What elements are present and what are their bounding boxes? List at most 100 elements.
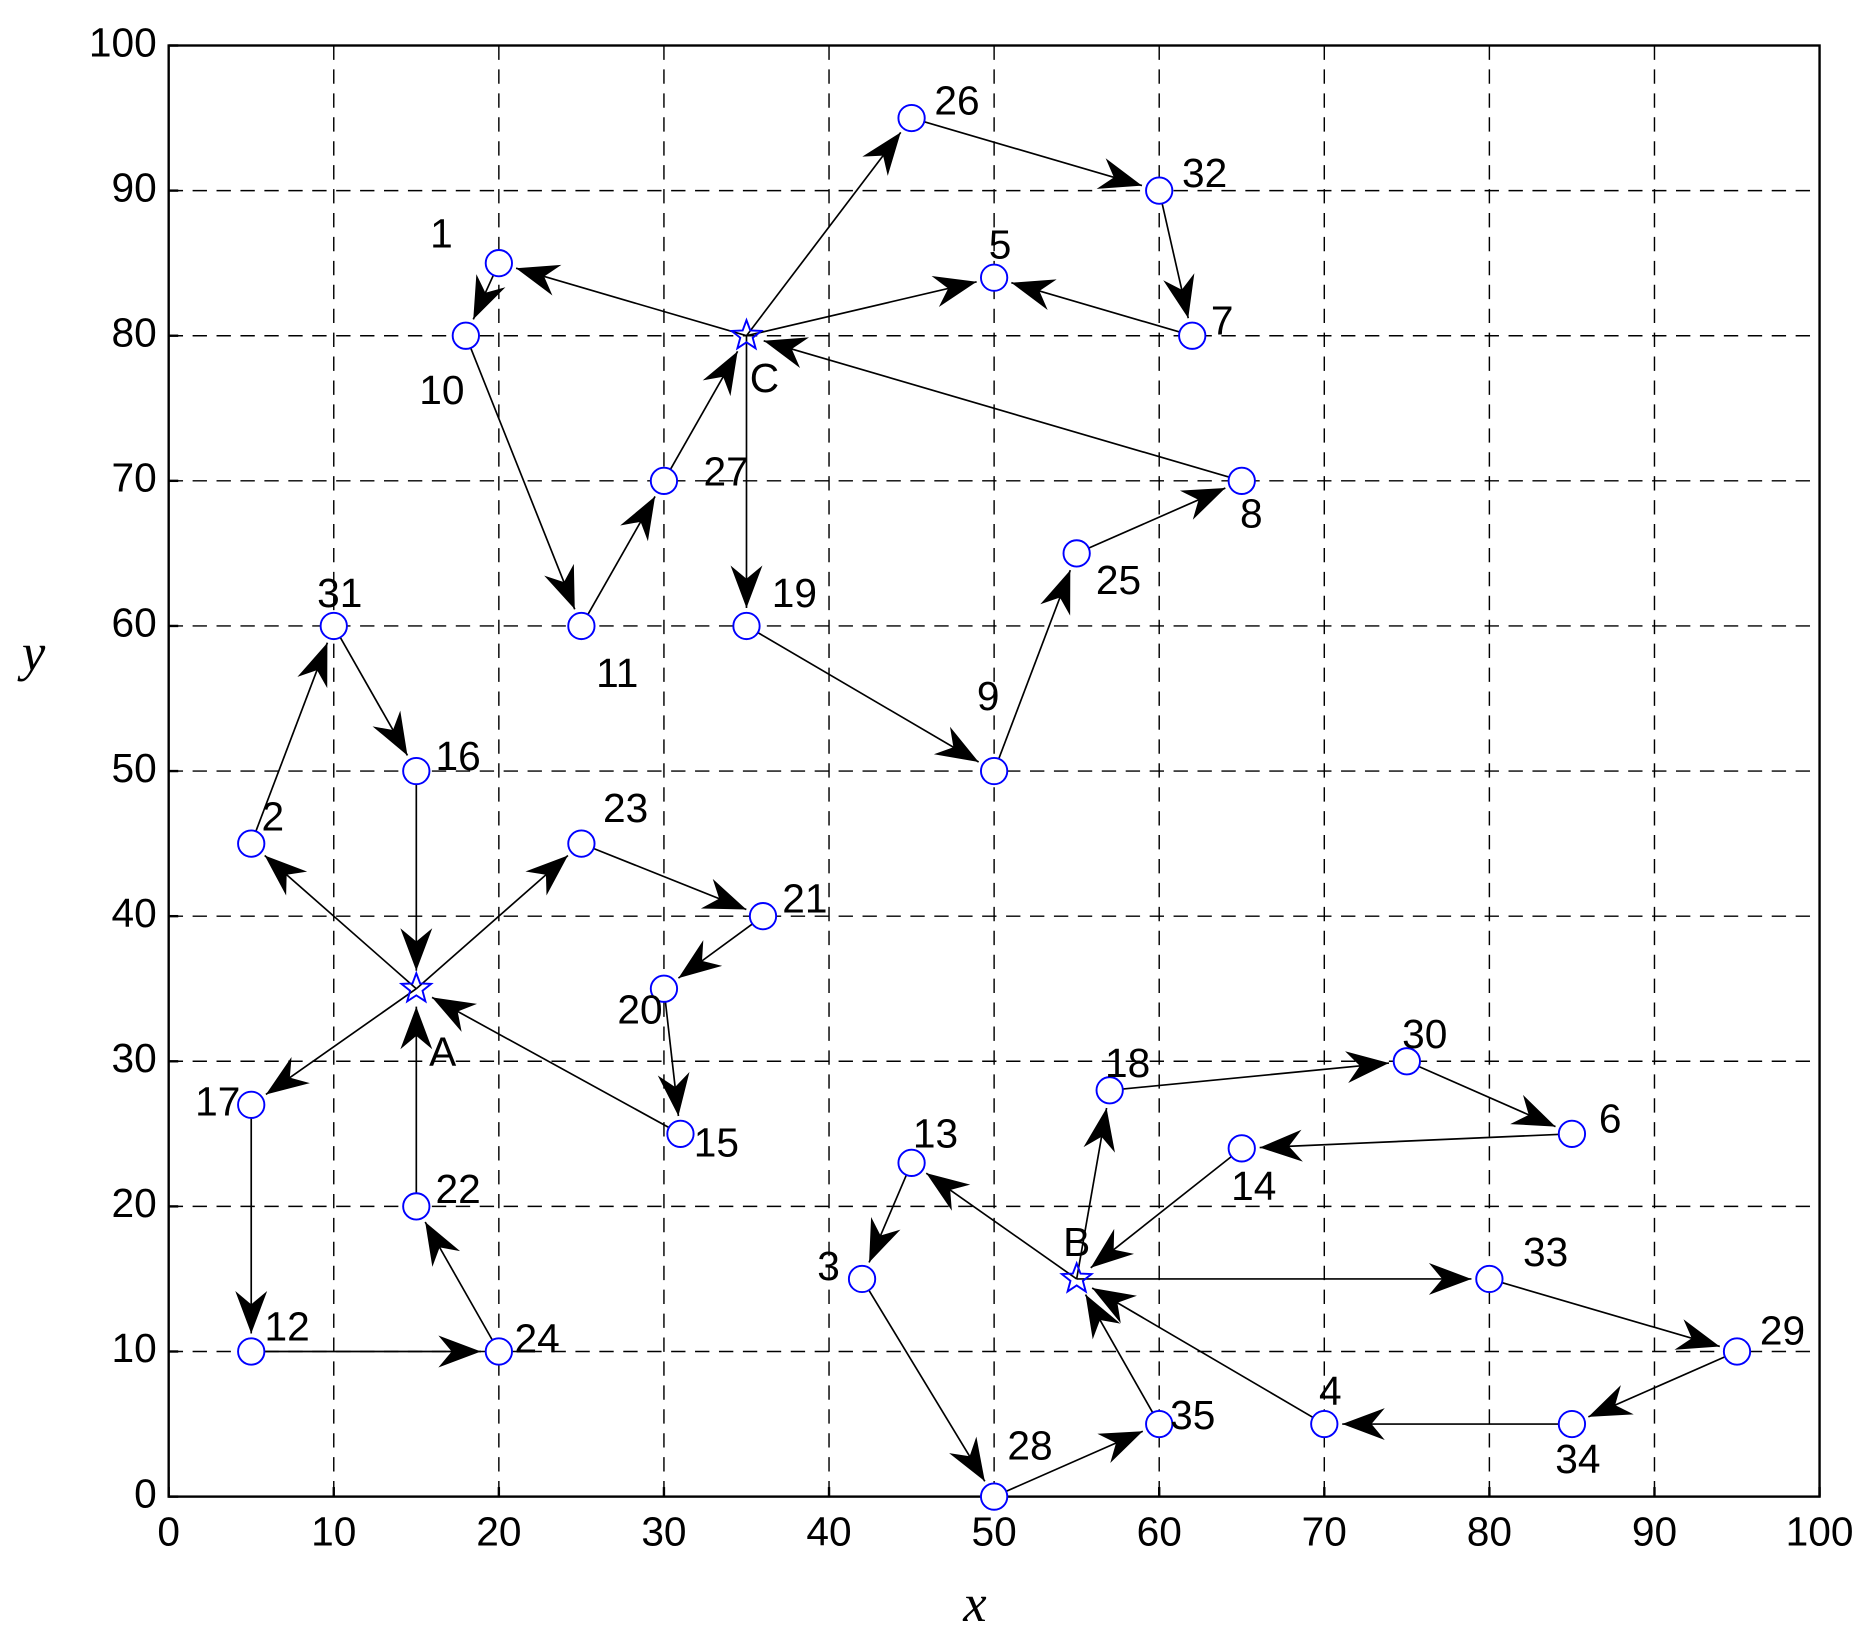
node-label: 24 (515, 1316, 560, 1362)
node-marker (980, 1482, 1009, 1511)
node-marker (237, 829, 266, 858)
route-arrow (1588, 1350, 1738, 1418)
node-marker (666, 1119, 695, 1148)
node-marker (1062, 539, 1091, 568)
y-tick-label: 80 (111, 309, 156, 355)
x-tick-label: 10 (311, 1509, 356, 1555)
y-tick-label: 70 (111, 455, 156, 501)
route-arrow (677, 915, 764, 979)
route-arrow (746, 625, 980, 763)
node-label: 13 (913, 1110, 958, 1156)
node-label: 18 (1105, 1040, 1150, 1086)
x-tick-label: 0 (157, 1509, 180, 1555)
node-label: 34 (1555, 1436, 1600, 1482)
route-arrow (745, 131, 902, 337)
node-marker (451, 321, 480, 350)
route-arrow (1075, 1107, 1115, 1280)
node-marker (484, 1337, 513, 1366)
route-arrow (265, 988, 417, 1096)
x-tick-label: 90 (1632, 1509, 1677, 1555)
node-label: 25 (1096, 557, 1141, 603)
node-marker (402, 756, 431, 786)
node-label: 5 (989, 222, 1012, 268)
route-arrow (763, 337, 1242, 482)
node-label: 14 (1231, 1163, 1276, 1209)
node-label: 9 (977, 673, 1000, 719)
route-arrow (993, 569, 1072, 772)
y-tick-label: 20 (111, 1180, 156, 1226)
y-tick-label: 10 (111, 1325, 156, 1371)
node-marker (1095, 1076, 1124, 1105)
x-tick-label: 60 (1137, 1509, 1182, 1555)
node-marker (402, 1192, 431, 1221)
x-tick-label: 40 (806, 1509, 851, 1555)
node-label: 23 (603, 785, 648, 831)
y-tick-label: 100 (89, 19, 157, 65)
route-arrow (465, 335, 576, 610)
node-marker (1722, 1337, 1752, 1366)
route-arrow (333, 625, 409, 756)
node-label: 31 (317, 570, 362, 616)
x-tick-label: 80 (1467, 1509, 1512, 1555)
node-marker (567, 829, 596, 858)
node-marker (847, 1264, 877, 1294)
node-label: 11 (596, 650, 638, 696)
route-arrow (1076, 487, 1226, 555)
node-marker (1227, 1134, 1256, 1163)
node-label: 20 (617, 986, 662, 1032)
node-label: C (750, 355, 779, 401)
node-marker (649, 974, 679, 1003)
node-label: 19 (772, 570, 817, 616)
node-marker (237, 1090, 266, 1119)
node-marker (1178, 321, 1207, 350)
route-arrow (1090, 1147, 1243, 1269)
node-marker (1475, 1264, 1504, 1294)
route-arrow (911, 117, 1143, 189)
route-arrow (264, 854, 417, 990)
node-label: B (1063, 1219, 1090, 1265)
route-arrow (415, 854, 569, 990)
route-arrow (1091, 1287, 1325, 1425)
node-label: 21 (782, 876, 827, 922)
depot-marker (729, 317, 764, 351)
x-tick-label: 100 (1786, 1509, 1854, 1555)
node-label: 32 (1182, 150, 1227, 196)
node-label: 33 (1523, 1229, 1568, 1275)
node-label: 3 (817, 1243, 840, 1289)
route-arrow (657, 988, 690, 1117)
x-axis-label: x (962, 1575, 986, 1633)
node-label: 22 (436, 1166, 481, 1212)
node-marker (1227, 466, 1256, 495)
x-tick-label: 30 (641, 1509, 686, 1555)
x-tick-label: 50 (972, 1509, 1017, 1555)
node-marker (1310, 1409, 1339, 1439)
route-arrow (663, 350, 739, 482)
y-tick-label: 60 (111, 600, 156, 646)
node-marker (484, 249, 513, 278)
node-label: 8 (1240, 490, 1263, 536)
route-arrow (431, 996, 681, 1135)
node-marker (1557, 1409, 1587, 1439)
node-label: 15 (694, 1120, 739, 1166)
node-label: 26 (934, 77, 979, 123)
route-arrow (581, 842, 747, 911)
route-arrow (746, 275, 977, 337)
node-label: 1 (430, 211, 453, 257)
node-marker (1145, 176, 1174, 205)
node-label: 30 (1402, 1011, 1447, 1057)
node-marker (1145, 1409, 1174, 1439)
node-label: 4 (1319, 1368, 1342, 1414)
node-marker (319, 611, 348, 641)
node-label: 28 (1007, 1423, 1052, 1469)
node-marker (732, 611, 761, 641)
node-marker (897, 103, 926, 133)
route-arrow (1406, 1060, 1556, 1128)
node-label: 29 (1760, 1307, 1805, 1353)
node-label: 27 (704, 449, 749, 495)
route-arrow (993, 1430, 1144, 1498)
node-marker (649, 466, 679, 495)
depot-marker (1059, 1260, 1095, 1294)
route-arrow (250, 642, 329, 844)
